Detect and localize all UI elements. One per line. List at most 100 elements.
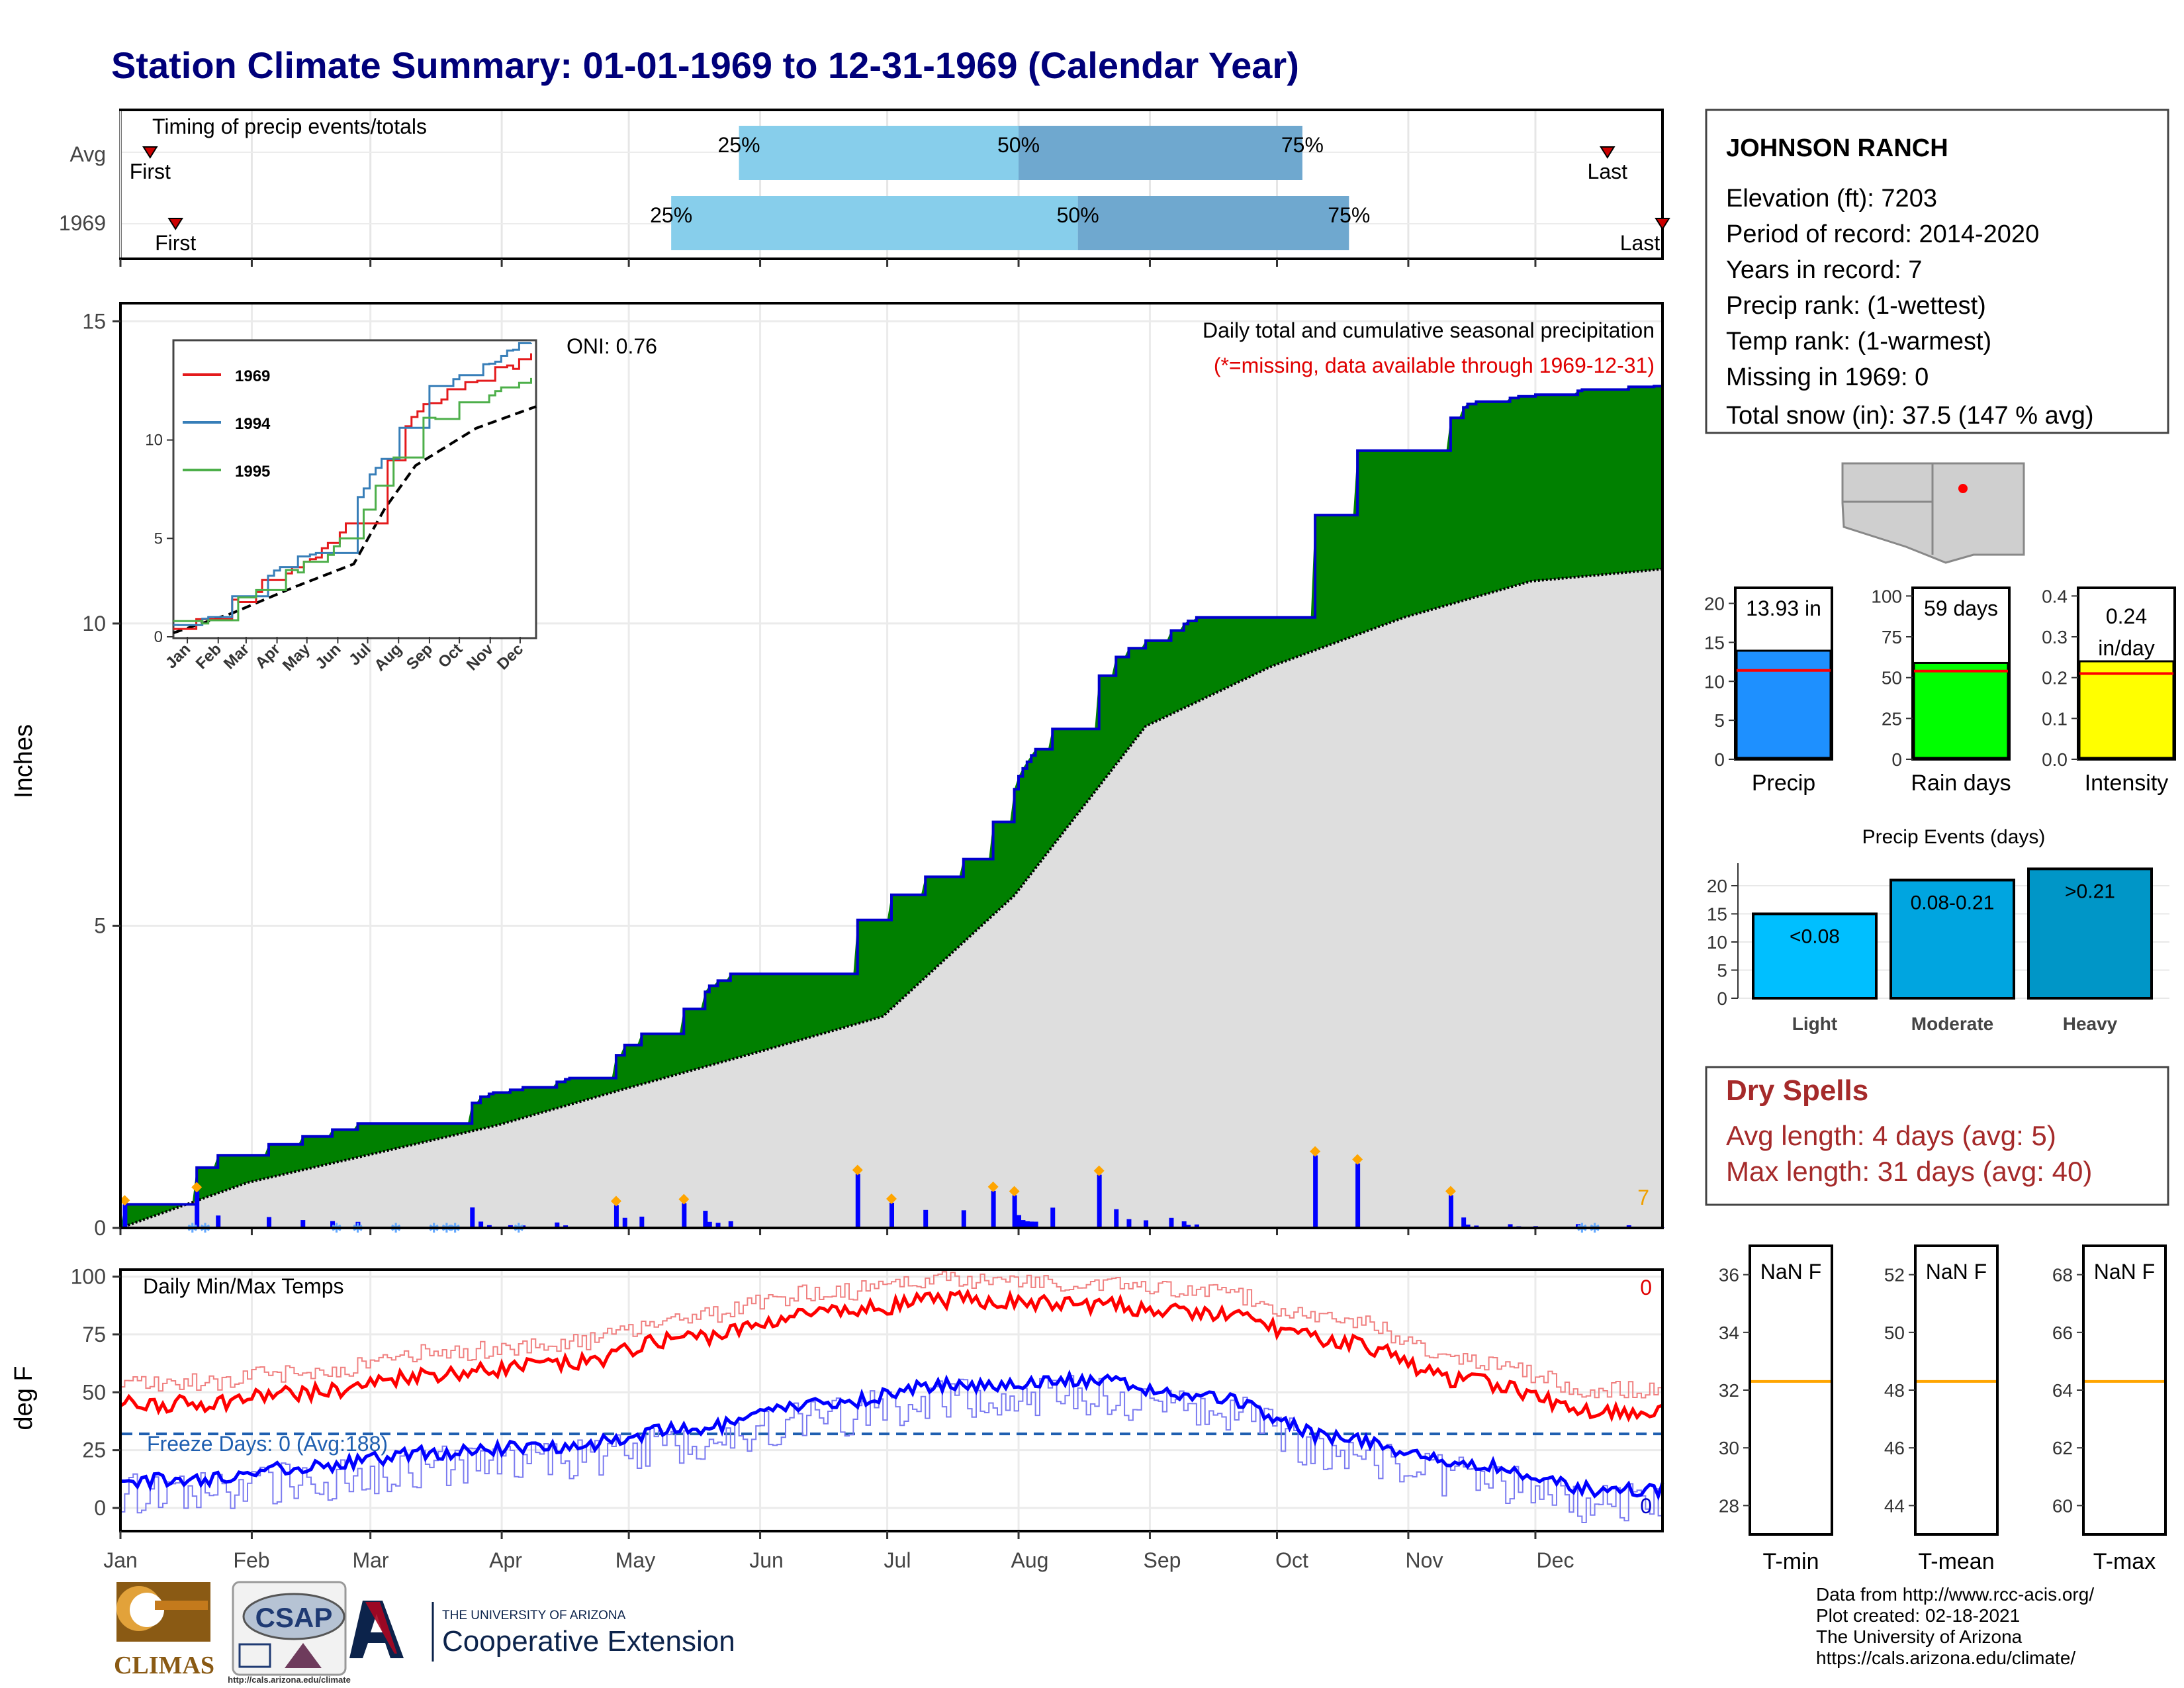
- footer-line-3: The University of Arizona: [1816, 1626, 2023, 1647]
- csap-logo: CSAP http://cals.arizona.edu/climate: [228, 1581, 351, 1685]
- timing-first-label: First: [155, 231, 196, 255]
- daily-precip-bar: [508, 1225, 513, 1228]
- timing-row-avg-label: Avg: [69, 142, 106, 166]
- daily-precip-bar: [703, 1211, 708, 1228]
- summary-bar-value-label: 0.24: [2106, 604, 2147, 628]
- events-category-label: Light: [1792, 1013, 1837, 1034]
- events-title: Precip Events (days): [1862, 826, 2046, 848]
- temp-box-value-label: NaN F: [1760, 1260, 1821, 1284]
- precip-ytick-label: 10: [82, 612, 106, 635]
- footer-text: Data from http://www.rcc-acis.org/ Plot …: [1816, 1584, 2094, 1668]
- dry-spells-box: Dry Spells Avg length: 4 days (avg: 5) M…: [1705, 1066, 2169, 1206]
- first-marker-icon: [142, 146, 158, 159]
- summary-bar-raindays: [1913, 661, 2009, 759]
- temp-box-ytick-label: 48: [1884, 1380, 1905, 1401]
- daily-precip-bar: [1050, 1207, 1056, 1228]
- temp-ytick-label: 50: [82, 1380, 106, 1404]
- heavy-event-marker-icon: [852, 1164, 863, 1176]
- daily-precip-bar: [1461, 1217, 1467, 1228]
- daily-precip-bar: [486, 1225, 492, 1228]
- events-bar-light: [1752, 912, 1878, 1000]
- daily-precip-bar: [470, 1207, 475, 1228]
- summary-bar-label-bg: [1915, 590, 2007, 622]
- summary-bar-ytick-label: 100: [1871, 586, 1902, 606]
- temp-boxes: NaN F 28 30 32 34 36 T-min NaN F 44 46 48 50 52 T-mea…: [1719, 1244, 2167, 1574]
- csap-logo-url: http://cals.arizona.edu/climate: [228, 1675, 351, 1685]
- inset-avg-line: [173, 405, 537, 634]
- summary-bar-ytick-label: 25: [1882, 708, 1902, 729]
- inset-ytick-label: 0: [154, 628, 163, 646]
- daily-precip-bar: [1126, 1219, 1132, 1228]
- daily-max-thin-line: [120, 1271, 1663, 1399]
- daily-precip-bar: [622, 1217, 627, 1228]
- timing-label-75: 75%: [1328, 203, 1370, 227]
- daily-precip-bar: [1029, 1221, 1034, 1228]
- summary-bar-intensity: [2078, 660, 2175, 759]
- month-label: Nov: [1406, 1548, 1443, 1572]
- summary-bar-label-bg: [2081, 600, 2172, 658]
- station-line-precip-rank: Precip rank: (1-wettest): [1726, 292, 1986, 320]
- events-panel: Precip Events (days) 0 5 10 15 20 <0.08 Light 0…: [1707, 826, 2169, 1034]
- events-category-label: Heavy: [2063, 1013, 2118, 1034]
- station-location-dot: [1958, 484, 1968, 493]
- timing-first-label: First: [130, 160, 171, 183]
- inset-ytick-label: 10: [145, 432, 163, 449]
- daily-precip-bar: [195, 1191, 200, 1228]
- timing-last-label: Last: [1588, 160, 1628, 183]
- ua-logo: THE UNIVERSITY OF ARIZONA Cooperative Ex…: [349, 1601, 735, 1662]
- month-label: Feb: [233, 1548, 269, 1572]
- timing-bar-50-75: [1077, 196, 1349, 250]
- temp-box-ytick-label: 68: [2052, 1265, 2073, 1286]
- month-label: Jan: [103, 1548, 138, 1572]
- temp-box-ytick-label: 50: [1884, 1323, 1905, 1343]
- climas-logo-text: CLIMAS: [114, 1652, 214, 1679]
- daily-precip-bar: [1355, 1163, 1361, 1228]
- daily-precip-bar: [707, 1221, 712, 1228]
- temp-box-ytick-label: 44: [1884, 1495, 1905, 1516]
- footer-line-2: Plot created: 02-18-2021: [1816, 1605, 2020, 1626]
- observed-cumulative-line: [120, 385, 1664, 1229]
- summary-bar-ytick-label: 0: [1891, 749, 1902, 770]
- precip-ylabel: Inches: [10, 724, 38, 798]
- events-ytick-label: 15: [1707, 904, 1727, 925]
- last-marker-icon: [1599, 146, 1615, 159]
- timing-label-25: 25%: [718, 133, 760, 157]
- timing-bar-25-50: [739, 126, 1019, 180]
- events-bar-moderate: [1889, 878, 2015, 1000]
- daily-precip-bar: [300, 1220, 306, 1228]
- temp-corner-red: 0: [1640, 1276, 1652, 1299]
- daily-precip-bar: [715, 1223, 721, 1228]
- temp-box-name: T-min: [1763, 1549, 1819, 1574]
- daily-precip-bar: [330, 1221, 336, 1228]
- temp-box-ytick-label: 28: [1719, 1495, 1739, 1516]
- events-ytick-label: 20: [1707, 876, 1727, 896]
- station-line-elevation: Elevation (ft): 7203: [1726, 185, 1937, 212]
- summary-bar-name: Rain days: [1911, 771, 2011, 796]
- precip-corner-number: 7: [1637, 1186, 1649, 1209]
- daily-precip-bar: [1012, 1195, 1017, 1228]
- page-title: Station Climate Summary: 01-01-1969 to 1…: [111, 44, 1299, 86]
- ua-logo-line1: THE UNIVERSITY OF ARIZONA: [442, 1609, 626, 1622]
- summary-bar-ytick-label: 75: [1882, 627, 1902, 647]
- station-name: JOHNSON RANCH: [1726, 134, 1948, 162]
- temp-box-ytick-label: 46: [1884, 1438, 1905, 1458]
- station-box: JOHNSON RANCH Elevation (ft): 7203 Perio…: [1705, 109, 2169, 434]
- daily-precip-bar: [267, 1217, 272, 1228]
- events-bar-label: 0.08-0.21: [1911, 892, 1995, 914]
- events-ytick-label: 0: [1717, 988, 1727, 1009]
- heavy-event-marker-icon: [987, 1181, 999, 1192]
- events-bar-heavy: [2027, 867, 2153, 1000]
- temp-box-ytick-label: 32: [1719, 1380, 1739, 1401]
- daily-precip-bar: [961, 1210, 966, 1228]
- excess-precip-area: [120, 386, 1662, 1228]
- daily-precip-bar: [1144, 1220, 1149, 1228]
- avg-cumulative-line: [120, 567, 1663, 1229]
- temp-box-ytick-label: 64: [2052, 1380, 2073, 1401]
- last-marker-icon: [1655, 218, 1670, 230]
- precip-ytick-label: 15: [82, 309, 106, 333]
- summary-bar-ytick-label: 0.4: [2042, 586, 2068, 606]
- heavy-event-marker-icon: [1009, 1186, 1020, 1197]
- month-label: Dec: [1537, 1548, 1574, 1572]
- ua-logo-line2: Cooperative Extension: [442, 1625, 735, 1658]
